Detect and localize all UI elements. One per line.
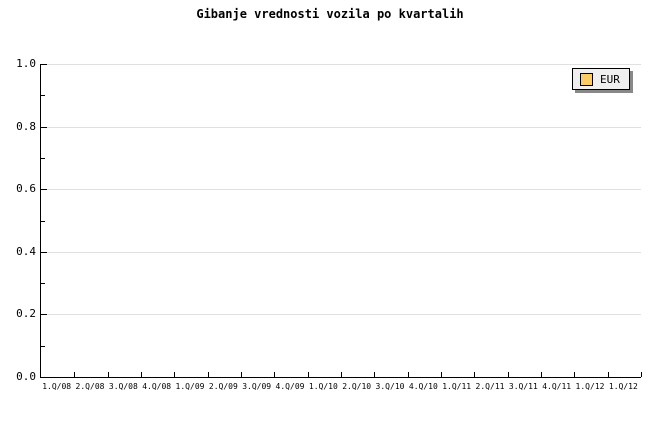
x-axis-tick xyxy=(274,372,275,377)
x-axis-tick xyxy=(374,372,375,377)
x-axis-tick xyxy=(574,372,575,377)
x-axis-tick-label: 3.Q/10 xyxy=(375,382,405,391)
x-axis-tick-label: 2.Q/10 xyxy=(342,382,372,391)
y-axis-tick-label: 1.0 xyxy=(16,57,36,70)
y-axis-major-tick xyxy=(41,252,47,253)
x-axis-tick xyxy=(341,372,342,377)
x-axis-tick-label: 4.Q/09 xyxy=(275,382,305,391)
plot-area xyxy=(40,64,642,378)
x-axis-tick-label: 1.Q/11 xyxy=(442,382,472,391)
y-gridline xyxy=(41,314,641,315)
y-axis-major-tick xyxy=(41,127,47,128)
x-axis-tick xyxy=(174,372,175,377)
y-axis-minor-tick xyxy=(41,283,45,284)
y-gridline xyxy=(41,64,641,65)
y-axis-minor-tick xyxy=(41,221,45,222)
y-axis-tick-label: 0.2 xyxy=(16,307,36,320)
x-axis-tick-label: 3.Q/09 xyxy=(242,382,272,391)
x-axis-tick xyxy=(474,372,475,377)
x-axis-tick-label: 1.Q/08 xyxy=(42,382,72,391)
x-axis-tick xyxy=(541,372,542,377)
x-axis-tick xyxy=(308,372,309,377)
y-gridline xyxy=(41,252,641,253)
y-axis-major-tick xyxy=(41,314,47,315)
x-axis-tick-label: 3.Q/11 xyxy=(508,382,538,391)
y-axis-tick-label: 0.0 xyxy=(16,370,36,383)
chart-title: Gibanje vrednosti vozila po kvartalih xyxy=(196,7,464,21)
y-axis-tick-label: 0.6 xyxy=(16,182,36,195)
x-axis-tick xyxy=(74,372,75,377)
x-axis-tick-label: 1.Q/12 xyxy=(608,382,638,391)
x-axis-tick-label: 2.Q/08 xyxy=(75,382,105,391)
x-axis-tick-label: 3.Q/08 xyxy=(108,382,138,391)
legend-swatch-icon xyxy=(580,72,593,86)
x-axis-tick-label: 4.Q/11 xyxy=(542,382,572,391)
x-axis-tick-label: 1.Q/12 xyxy=(575,382,605,391)
y-gridline xyxy=(41,189,641,190)
x-axis-tick-label: 4.Q/08 xyxy=(142,382,172,391)
x-axis-tick-label: 2.Q/09 xyxy=(208,382,238,391)
y-axis-major-tick xyxy=(41,64,47,65)
x-axis-tick xyxy=(508,372,509,377)
x-axis-tick xyxy=(441,372,442,377)
x-axis-tick xyxy=(141,372,142,377)
legend-label: EUR xyxy=(600,72,620,86)
x-axis-tick xyxy=(641,372,642,377)
y-axis-tick-label: 0.4 xyxy=(16,245,36,258)
y-axis-minor-tick xyxy=(41,346,45,347)
x-axis-tick-label: 1.Q/10 xyxy=(308,382,338,391)
x-axis-tick xyxy=(608,372,609,377)
x-axis-tick xyxy=(108,372,109,377)
y-axis-minor-tick xyxy=(41,95,45,96)
y-axis-tick-label: 0.8 xyxy=(16,120,36,133)
y-gridline xyxy=(41,127,641,128)
x-axis-tick-label: 4.Q/10 xyxy=(408,382,438,391)
x-axis-tick xyxy=(408,372,409,377)
legend-box: EUR xyxy=(572,68,630,90)
y-axis-major-tick xyxy=(41,189,47,190)
x-axis-tick-label: 2.Q/11 xyxy=(475,382,505,391)
x-axis-tick-label: 1.Q/09 xyxy=(175,382,205,391)
x-axis-tick xyxy=(208,372,209,377)
y-axis-minor-tick xyxy=(41,158,45,159)
x-axis-tick xyxy=(241,372,242,377)
